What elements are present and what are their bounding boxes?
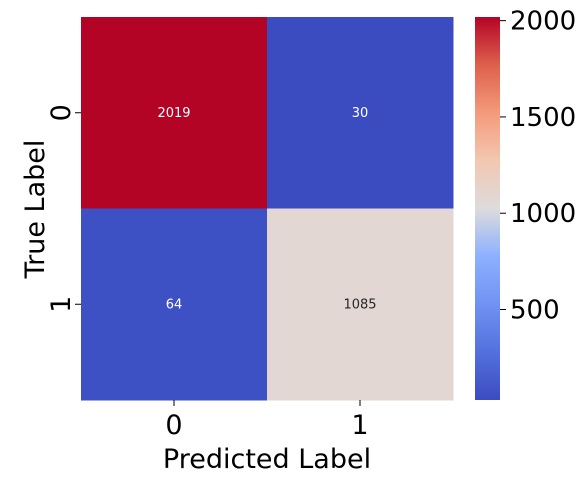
y-tick-label-0: 0 xyxy=(46,104,77,121)
x-axis-title: Predicted Label xyxy=(163,444,371,475)
cell-value-label-0-0: 2019 xyxy=(157,106,190,121)
y-axis-ticks: 01 xyxy=(46,104,81,313)
colorbar-tick-label-2: 1500 xyxy=(510,103,576,133)
y-axis-title: True Label xyxy=(20,140,51,280)
colorbar-tick-label-1: 1000 xyxy=(510,199,576,229)
cell-value-label-1-1: 1085 xyxy=(343,297,376,312)
colorbar-ticks: 500 1000 1500 2000 xyxy=(500,7,576,325)
heatmap-cells xyxy=(81,17,454,401)
heatmap-cell-1-1 xyxy=(267,208,454,401)
colorbar-tick-label-3: 2000 xyxy=(510,7,576,37)
colorbar xyxy=(475,17,500,400)
cell-value-label-1-0: 64 xyxy=(166,297,183,312)
x-tick-label-0: 0 xyxy=(165,410,182,441)
heatmap-cell-labels: 2019 30 64 1085 xyxy=(157,106,376,313)
y-tick-label-1: 1 xyxy=(46,296,77,313)
colorbar-tick-label-0: 500 xyxy=(510,295,560,325)
heatmap-cell-1-0 xyxy=(81,208,268,401)
heatmap-cell-0-0 xyxy=(81,17,268,209)
cell-value-label-0-1: 30 xyxy=(352,106,369,121)
heatmap-cell-0-1 xyxy=(267,17,454,209)
x-tick-label-1: 1 xyxy=(351,410,368,441)
